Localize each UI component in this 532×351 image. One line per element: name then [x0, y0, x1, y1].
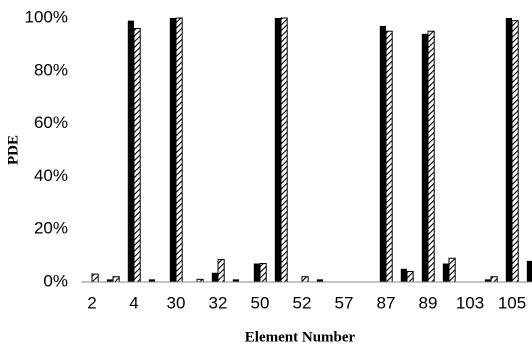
x-tick-label: 103 [456, 293, 484, 312]
y-tick-label: 80% [34, 60, 68, 79]
bar [484, 279, 491, 282]
bar [526, 260, 532, 282]
bar [490, 276, 498, 283]
y-tick-label: 60% [34, 113, 68, 132]
bar [316, 279, 323, 282]
bar [211, 272, 218, 282]
bar [133, 28, 141, 283]
x-axis-title: Element Number [245, 329, 356, 345]
bar [274, 18, 281, 282]
y-tick-label: 0% [43, 271, 68, 290]
x-tick-label: 57 [335, 293, 354, 312]
x-tick-label: 89 [419, 293, 438, 312]
bar [112, 276, 120, 283]
bar [385, 30, 393, 283]
x-tick-label: 105 [498, 293, 526, 312]
bar [175, 17, 183, 283]
bar [406, 270, 414, 283]
bar [442, 263, 449, 282]
x-tick-label: 32 [209, 293, 228, 312]
bar [127, 20, 134, 282]
bar [169, 18, 176, 282]
bar [106, 279, 113, 282]
bar [253, 263, 260, 282]
x-tick-label: 52 [293, 293, 312, 312]
y-tick-label: 100% [25, 7, 68, 26]
y-tick-label: 20% [34, 219, 68, 238]
y-tick-label: 40% [34, 166, 68, 185]
x-tick-label: 50 [251, 293, 270, 312]
bar [91, 273, 99, 283]
bar [148, 279, 155, 282]
x-tick-label: 2 [87, 293, 96, 312]
x-tick-label: 87 [377, 293, 396, 312]
bar [421, 33, 428, 283]
bar [400, 268, 407, 282]
bar [448, 257, 456, 283]
bar [427, 30, 435, 283]
bar [217, 259, 225, 283]
bar [511, 20, 519, 283]
bar [301, 276, 309, 283]
bar [232, 279, 239, 282]
x-tick-label: 4 [129, 293, 138, 312]
bar [505, 18, 512, 282]
y-axis-title: PDE [5, 135, 21, 165]
bar [280, 17, 288, 283]
bar [379, 25, 386, 282]
bar [259, 263, 267, 283]
x-tick-label: 30 [167, 293, 186, 312]
